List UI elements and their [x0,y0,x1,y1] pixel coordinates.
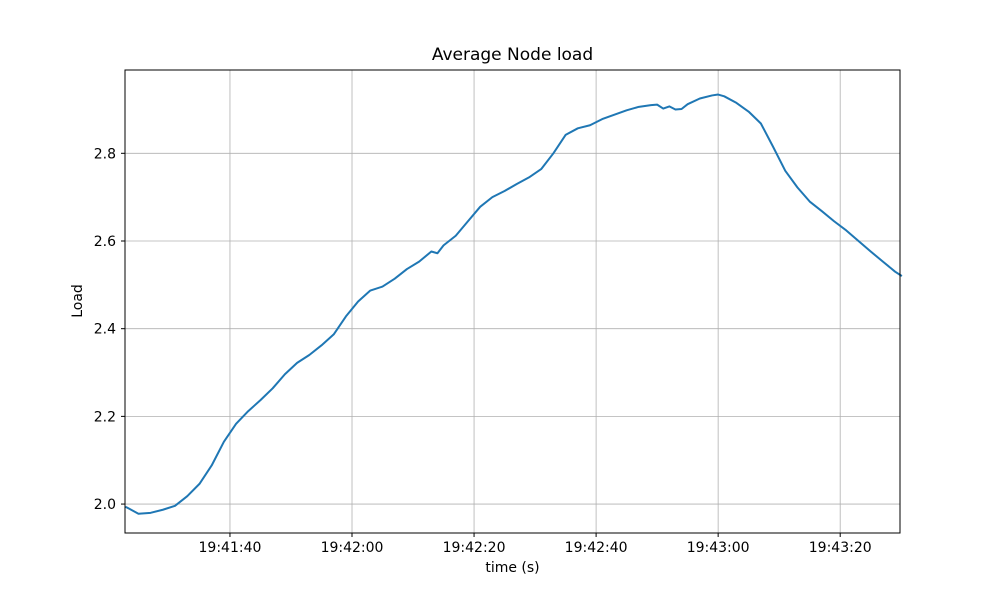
x-tick-label: 19:41:40 [199,540,262,556]
x-axis-label: time (s) [485,560,540,576]
axes-background [125,70,900,533]
y-tick-label: 2.8 [94,146,116,162]
y-tick-label: 2.4 [94,322,116,338]
grid [125,70,900,533]
axes-spines [124,69,901,534]
y-axis-label: Load [70,284,86,318]
x-tick-label: 19:42:00 [321,540,384,556]
x-tick-label: 19:43:00 [687,540,750,556]
x-tick-label: 19:42:40 [565,540,628,556]
ticks: 19:41:40 19:42:00 19:42:20 19:42:40 19:43:00… [94,146,872,556]
y-tick-label: 2.6 [94,234,116,250]
x-tick-label: 19:43:20 [809,540,872,556]
y-tick-label: 2.0 [94,497,116,513]
chart-title: Average Node load [431,45,594,65]
data-line-average-node-load [125,93,903,515]
x-tick-label: 19:42:20 [443,540,506,556]
y-tick-label: 2.2 [94,409,116,425]
